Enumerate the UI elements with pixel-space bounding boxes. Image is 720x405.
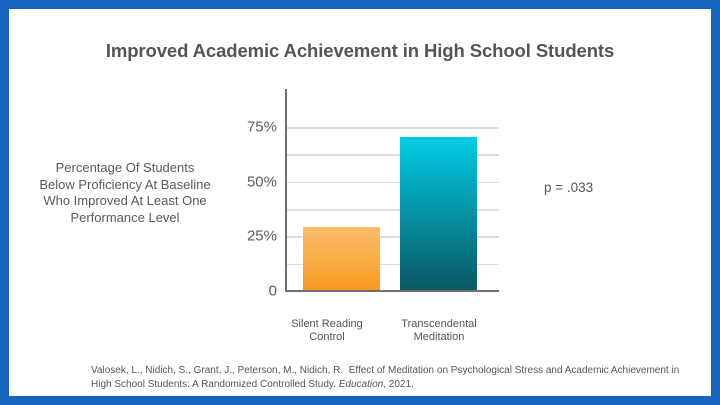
y-tick-label: 0	[268, 282, 277, 300]
gridline	[287, 209, 499, 211]
bar-transcendental-meditation	[400, 136, 477, 290]
gridline	[287, 236, 499, 238]
y-axis-label-line: Percentage Of Students	[55, 160, 195, 175]
plot-area: 0 25% 50% 75%	[247, 89, 499, 300]
x-category-label-line: Silent Reading	[291, 318, 363, 330]
gridline	[287, 181, 499, 184]
p-value-annotation: p = .033	[544, 180, 594, 195]
citation-authors: Valosek, L., Nidich, S., Grant, J., Pete…	[91, 365, 344, 376]
bar-silent-reading-control	[303, 226, 380, 290]
y-tick-label: 75%	[246, 118, 277, 136]
citation-title: Effect of Meditation on Psychological St…	[91, 365, 680, 390]
x-axis-line	[285, 290, 499, 292]
x-category-label-tm: Transcendental Meditation	[379, 318, 499, 344]
gridline	[287, 263, 499, 266]
x-category-label-line: Transcendental	[401, 318, 477, 330]
gridline	[287, 154, 499, 156]
y-tick-label: 25%	[246, 227, 277, 245]
x-category-label-control: Silent Reading Control	[267, 318, 387, 344]
y-axis-label: Percentage Of Students Below Proficiency…	[25, 160, 225, 226]
citation: Valosek, L., Nidich, S., Grant, J., Pete…	[91, 364, 691, 391]
y-axis-line	[285, 89, 287, 292]
citation-year: , 2021.	[383, 378, 414, 390]
gridline	[287, 127, 499, 129]
slide-frame: Improved Academic Achievement in High Sc…	[9, 9, 711, 396]
citation-journal: Education	[338, 378, 384, 390]
y-axis-label-line: Who Improved At Least One	[43, 193, 207, 208]
chart-title: Improved Academic Achievement in High Sc…	[105, 40, 615, 61]
x-category-label-line: Meditation	[413, 331, 465, 343]
y-tick-label: 50%	[246, 173, 277, 191]
y-axis-label-line: Performance Level	[70, 209, 180, 225]
x-category-label-line: Control	[309, 331, 345, 343]
y-axis-label-line: Below Proficiency At Baseline	[39, 176, 211, 192]
